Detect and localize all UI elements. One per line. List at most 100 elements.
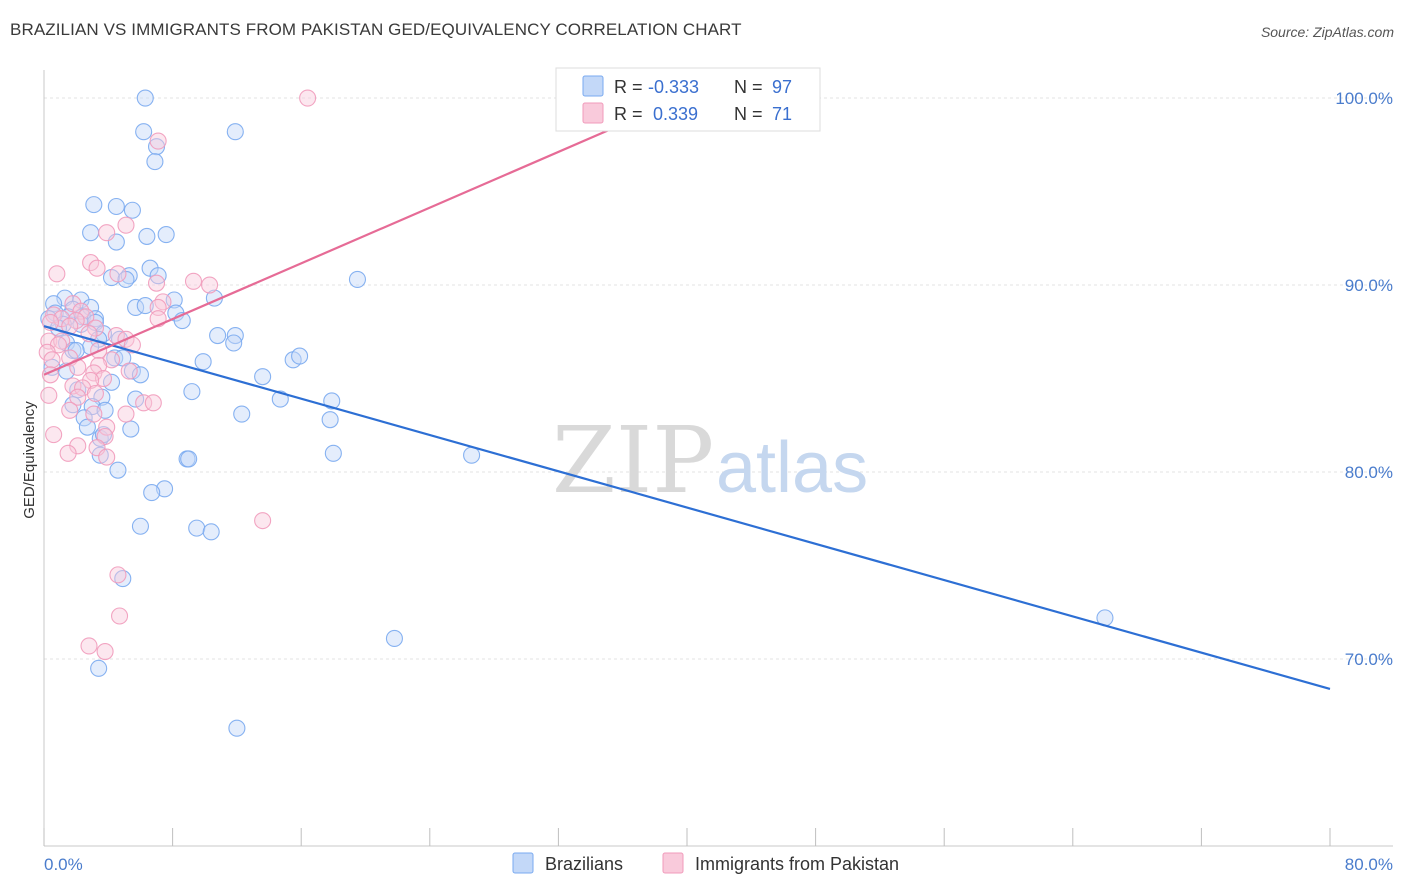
brazilians-point	[131, 517, 149, 535]
brazilians-point	[188, 519, 206, 537]
pakistan-point	[109, 566, 127, 584]
y-axis-label: GED/Equivalency	[21, 401, 38, 519]
brazilians-point	[324, 444, 342, 462]
pakistan-point	[80, 637, 98, 655]
pakistan-point	[149, 132, 167, 150]
brazilians-point	[127, 390, 145, 408]
watermark: ZIP atlas	[552, 407, 868, 514]
pakistan-point	[111, 607, 129, 625]
brazilians-point	[136, 297, 154, 315]
pakistan-point	[117, 216, 135, 234]
brazilians-point	[291, 347, 309, 365]
legend-swatch-pakistan	[662, 852, 684, 874]
brazilians-point	[228, 719, 246, 737]
brazilians-point	[202, 523, 220, 541]
pakistan-point	[120, 362, 138, 380]
pakistan-point	[86, 384, 104, 403]
brazilians-point	[254, 368, 272, 386]
brazilians-point	[183, 383, 201, 401]
brazilians-trend-line	[43, 325, 1331, 690]
y-tick-label-1: 90.0%	[1345, 276, 1393, 295]
stats-n-value-1: 71	[772, 104, 792, 124]
y-tick-label-3: 70.0%	[1345, 650, 1393, 669]
axes	[43, 70, 1393, 847]
stats-r-label-0: R =	[614, 77, 643, 97]
pakistan-point	[69, 388, 87, 406]
pakistan-point	[147, 274, 166, 292]
pakistan-point	[96, 642, 114, 661]
pakistan-point	[40, 386, 58, 404]
pakistan-point	[45, 426, 63, 444]
brazilians-point	[85, 196, 103, 214]
x-tick-label-min: 0.0%	[44, 855, 83, 874]
pakistan-point	[201, 276, 219, 294]
pakistan-point	[184, 272, 203, 290]
series-legend: Brazilians Immigrants from Pakistan	[512, 852, 899, 874]
stats-r-value-1: 0.339	[648, 104, 698, 124]
brazilians-point	[90, 659, 108, 677]
stats-n-label-1: N =	[734, 104, 763, 124]
pakistan-point	[48, 265, 66, 283]
pakistan-point	[144, 394, 162, 412]
pakistan-point	[85, 405, 103, 423]
brazilians-point	[102, 373, 121, 391]
chart-title: BRAZILIAN VS IMMIGRANTS FROM PAKISTAN GE…	[10, 20, 742, 39]
y-tick-label-2: 80.0%	[1345, 463, 1393, 482]
brazilians-point	[135, 123, 153, 141]
pakistan-point	[109, 265, 127, 283]
brazilians-point	[138, 227, 156, 245]
brazilians-point	[143, 484, 161, 502]
stats-legend-swatch-pakistan	[582, 102, 604, 124]
pakistan-point	[94, 369, 113, 388]
pakistan-point	[88, 259, 106, 277]
pakistan-point	[154, 293, 172, 311]
stats-n-value-0: 97	[772, 77, 792, 97]
trend-lines	[43, 95, 1331, 690]
brazilians-point	[463, 446, 481, 464]
stats-n-label-0: N =	[734, 77, 763, 97]
brazilians-point	[194, 353, 212, 371]
brazilians-point	[131, 366, 149, 384]
brazilians-point	[180, 450, 198, 468]
brazilians-point	[96, 401, 114, 419]
pakistan-point	[72, 302, 90, 320]
pakistan-point	[254, 512, 272, 530]
brazilians-point	[75, 409, 93, 427]
y-tick-label-0: 100.0%	[1335, 89, 1393, 108]
brazilians-point	[157, 225, 175, 244]
source-credit: Source: ZipAtlas.com	[1260, 24, 1394, 40]
pakistan-point	[74, 379, 92, 397]
legend-swatch-brazilians	[512, 852, 534, 874]
stats-legend: R = -0.333 N = 97 R = 0.339 N = 71	[555, 67, 821, 132]
x-tick-label-max: 80.0%	[1345, 855, 1393, 874]
brazilians-point	[209, 326, 227, 345]
brazilians-point	[109, 461, 127, 479]
pakistan-point	[299, 89, 317, 107]
watermark-zip: ZIP	[552, 407, 714, 514]
brazilians-point	[82, 224, 100, 242]
pakistan-point	[61, 401, 79, 419]
brazilians-point	[156, 480, 174, 498]
pakistan-point	[43, 351, 61, 369]
stats-legend-swatch-brazilians	[582, 75, 604, 97]
legend-label-pakistan: Immigrants from Pakistan	[695, 854, 899, 874]
pakistan-trend-line	[43, 95, 688, 376]
series-pakistan-points	[38, 89, 317, 661]
watermark-atlas: atlas	[716, 428, 868, 508]
pakistan-point	[98, 448, 116, 466]
brazilians-point	[233, 405, 251, 423]
brazilians-point	[225, 334, 243, 352]
brazilians-point	[136, 89, 154, 107]
pakistan-point	[77, 308, 95, 326]
stats-r-value-0: -0.333	[648, 77, 699, 97]
pakistan-point	[59, 444, 77, 462]
brazilians-point	[385, 629, 403, 647]
brazilians-point	[323, 392, 341, 410]
brazilians-point	[321, 411, 339, 429]
brazilians-point	[146, 153, 164, 171]
pakistan-point	[98, 224, 116, 242]
brazilians-point	[107, 197, 125, 216]
brazilians-point	[348, 270, 367, 288]
pakistan-point	[135, 394, 153, 412]
